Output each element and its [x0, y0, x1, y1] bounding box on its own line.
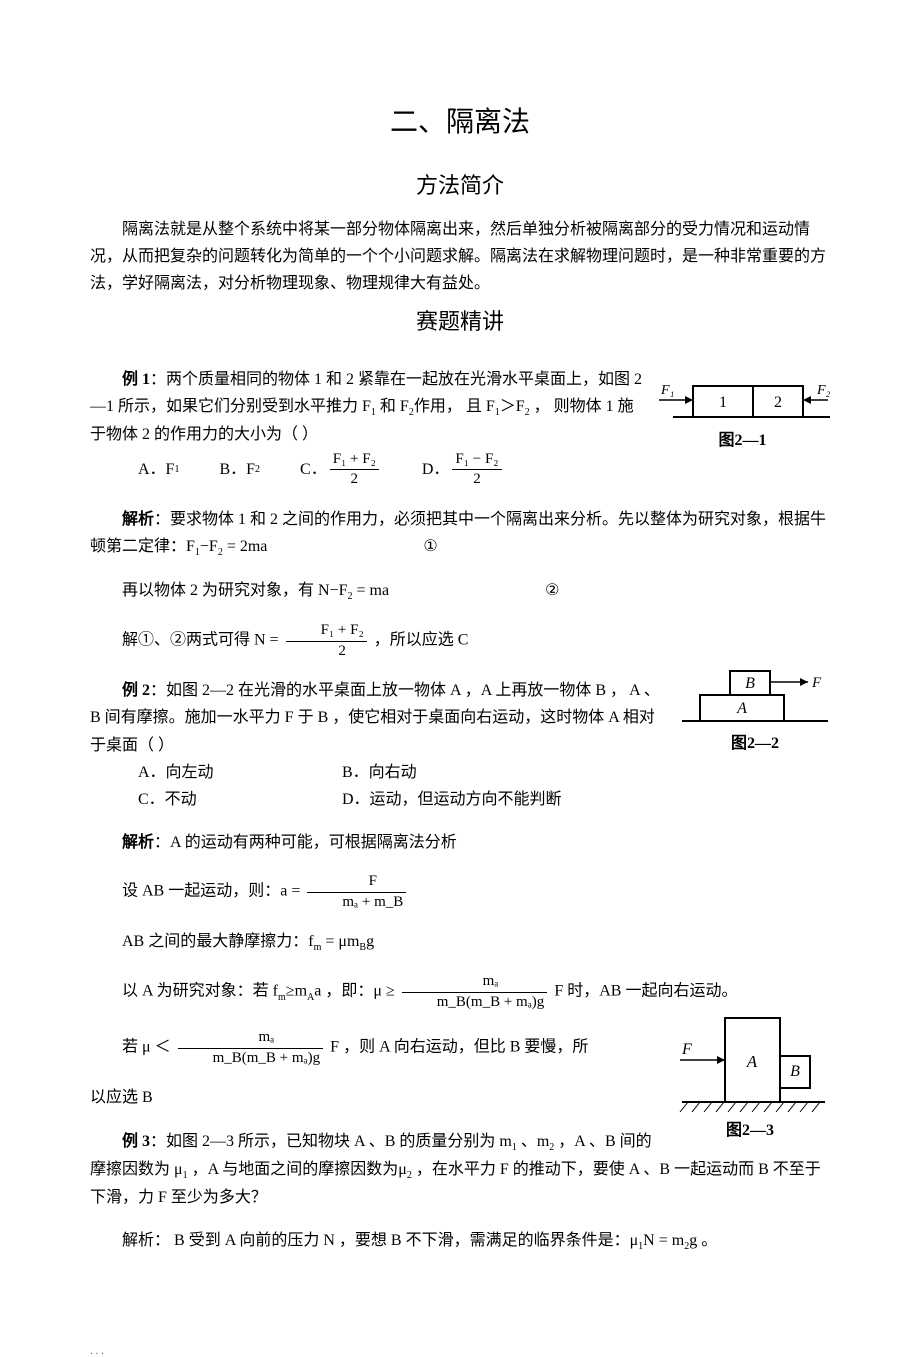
example-2-solution-2: 设 AB 一起运动，则：a = Fmₐ + m_B	[90, 872, 830, 912]
example-1-solution-1: 解析：要求物体 1 和 2 之间的作用力，必须把其中一个隔离出来分析。先以整体为…	[90, 506, 830, 561]
option-2a: A．向左动	[138, 759, 338, 786]
svg-text:B: B	[790, 1063, 800, 1080]
svg-text:F: F	[681, 1041, 692, 1058]
svg-text:B: B	[745, 675, 755, 692]
figure-2-1-caption: 图2—1	[655, 426, 830, 450]
option-2c: C．不动	[138, 786, 338, 813]
svg-text:F: F	[811, 675, 822, 691]
svg-text:F₂: F₂	[816, 383, 830, 398]
example-2-solution-3: AB 之间的最大静摩擦力：fm = μmBg	[90, 928, 830, 956]
example-2-solution-4: 以 A 为研究对象：若 fm≥mAa ，即：μ ≥ mₐm_B(m_B + mₐ…	[90, 972, 830, 1012]
option-2b: B．向右动	[342, 764, 417, 781]
figure-2-2-svg: A B F	[680, 667, 830, 725]
option-d: D． F₁ − F₂2	[422, 450, 505, 490]
example-2-solution-1: 解析：A 的运动有两种可能，可根据隔离法分析	[90, 829, 830, 856]
example-3-solution: 解析： B 受到 A 向前的压力 N ，要想 B 不下滑，需满足的临界条件是：μ…	[90, 1227, 830, 1255]
option-2d: D．运动，但运动方向不能判断	[342, 791, 562, 808]
subtitle-problems: 赛题精讲	[90, 304, 830, 336]
page-content: 二、隔离法 方法简介 隔离法就是从整个系统中将某一部分物体隔离出来，然后单独分析…	[0, 0, 920, 1315]
svg-text:1: 1	[719, 394, 727, 411]
figure-2-2-caption: 图2—2	[680, 729, 830, 753]
example-1-options: A．F1 B．F2 C． F₁ + F₂2 D． F₁ − F₂2	[90, 450, 830, 490]
option-c: C． F₁ + F₂2	[300, 450, 382, 490]
svg-text:F₁: F₁	[660, 383, 674, 398]
subtitle-intro: 方法简介	[90, 168, 830, 200]
example-2-options-row1: A．向左动 B．向右动	[90, 759, 830, 786]
example-1-solution-2: 再以物体 2 为研究对象，有 N−F2 = ma ②	[90, 577, 830, 605]
figure-2-1: 1 2 F₁ F₂ 图2—1	[655, 380, 830, 450]
figure-2-3: A B F 图2—3	[670, 1012, 830, 1140]
example-2-block: A B F 图2—2 例 2：如图 2—2 在光滑的水平桌面上放一物体 A ，A…	[90, 661, 830, 813]
page-footer: . . .	[0, 1345, 920, 1357]
figure-2-3-svg: A B F	[670, 1012, 830, 1112]
svg-text:2: 2	[774, 394, 782, 411]
option-a: A．F1	[138, 456, 179, 483]
example-3-float-block: A B F 图2—3 若 μ ＜ mₐm_B(m_B + mₐ)g F ，则 A…	[90, 1012, 830, 1211]
page-title: 二、隔离法	[90, 100, 830, 140]
example-2-options-row2: C．不动 D．运动，但运动方向不能判断	[90, 786, 830, 813]
example-1-solution-3: 解①、②两式可得 N = F₁ + F₂2 ，所以应选 C	[90, 621, 830, 661]
svg-text:A: A	[746, 1052, 758, 1071]
figure-2-2: A B F 图2—2	[680, 667, 830, 753]
figure-2-1-svg: 1 2 F₁ F₂	[655, 380, 830, 422]
intro-paragraph: 隔离法就是从整个系统中将某一部分物体隔离出来，然后单独分析被隔离部分的受力情况和…	[90, 216, 830, 298]
figure-2-3-caption: 图2—3	[670, 1116, 830, 1140]
option-b: B．F2	[219, 456, 260, 483]
svg-text:A: A	[736, 700, 747, 717]
example-1-block: 1 2 F₁ F₂ 图2—1 例 1：两个质量相同的物体 1 和 2 紧靠在一起…	[90, 350, 830, 450]
